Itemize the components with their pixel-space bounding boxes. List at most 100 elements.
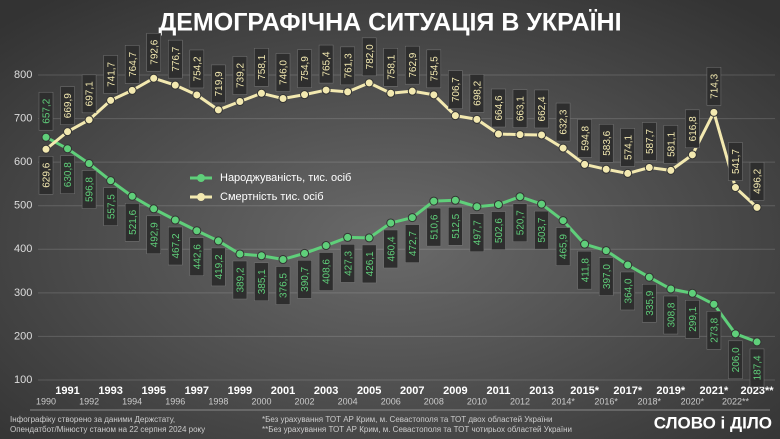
data-label: 581,1: [666, 131, 677, 156]
value-label: 758,1: [254, 48, 269, 87]
point: [41, 144, 51, 154]
x-tick-label: 2020*: [681, 396, 705, 406]
data-label: 662,4: [537, 96, 548, 121]
point: [580, 239, 590, 249]
label-box: [749, 348, 765, 388]
label-box: [38, 155, 54, 195]
data-label: 206,0: [731, 347, 742, 372]
label-box: [426, 207, 442, 247]
point: [343, 87, 353, 97]
x-tick-label: 1994: [122, 396, 142, 406]
data-label: 746,0: [279, 60, 290, 85]
y-tick-label: 500: [14, 200, 32, 212]
label-box: [663, 295, 679, 335]
label-box: [361, 244, 377, 284]
value-label: 758,1: [383, 48, 398, 87]
label-box: [189, 49, 205, 89]
data-label: 657,2: [42, 98, 53, 123]
logo: СЛОВО і ДІЛО: [654, 413, 772, 432]
point: [644, 163, 654, 173]
data-label: 467,2: [171, 233, 182, 258]
value-label: 187,4: [749, 348, 765, 388]
x-tick-label: 2002: [295, 396, 315, 406]
label-box: [383, 48, 398, 87]
value-label: 465,9: [555, 227, 571, 266]
x-tick-label: 2011: [487, 385, 511, 397]
value-label: 467,2: [168, 226, 183, 266]
legend-label: Народжуваність, тис. осіб: [220, 172, 351, 184]
point: [429, 90, 439, 100]
y-tick-label: 100: [14, 374, 32, 386]
value-label: 376,5: [275, 266, 291, 305]
y-tick-label: 400: [14, 243, 32, 255]
value-label: 792,6: [146, 32, 161, 72]
point: [601, 246, 611, 256]
label-box: [232, 260, 248, 300]
point: [278, 94, 288, 104]
value-label: 754,2: [189, 49, 205, 89]
point: [752, 337, 762, 347]
x-tick-label: 2001: [271, 385, 295, 397]
value-label: 503,7: [534, 210, 549, 250]
data-label: 465,9: [559, 234, 570, 259]
point: [63, 127, 73, 137]
data-label: 706,7: [451, 77, 462, 102]
x-tick-label: 1995: [141, 385, 165, 397]
label-box: [232, 56, 248, 95]
value-label: 497,7: [469, 213, 485, 252]
point: [515, 192, 525, 202]
label-box: [146, 215, 161, 255]
value-label: 739,2: [232, 56, 248, 95]
point: [730, 329, 740, 339]
source: Інфографіку створено за даними Держстату…: [10, 415, 175, 424]
value-label: 782,0: [361, 37, 377, 77]
y-tick-label: 800: [14, 69, 32, 81]
point: [364, 78, 374, 88]
x-tick-label: 2009: [443, 385, 467, 397]
data-label: 719,9: [214, 71, 225, 96]
point: [41, 132, 51, 142]
data-label: 389,2: [236, 267, 247, 292]
point: [601, 164, 611, 174]
value-label: 587,7: [642, 122, 657, 161]
x-tick-label: 2022**: [722, 396, 750, 406]
label-box: [598, 257, 614, 296]
data-label: 335,9: [645, 290, 656, 315]
point: [558, 216, 568, 226]
value-label: 335,9: [642, 283, 657, 323]
label-box: [103, 55, 118, 94]
point: [429, 196, 439, 206]
label-box: [469, 74, 485, 113]
data-label: 385,1: [257, 269, 268, 294]
x-tick-label: 2015*: [570, 385, 599, 397]
data-label: 758,1: [386, 54, 397, 79]
label-box: [297, 260, 312, 299]
value-label: 492,9: [146, 215, 161, 255]
value-label: 427,3: [340, 244, 355, 283]
x-tick-label: 1998: [208, 396, 228, 406]
x-tick-label: 1990: [36, 396, 56, 406]
x-tick-label: 2023**: [740, 385, 774, 397]
note: **Без урахування ТОТ АР Крим, м. Севасто…: [262, 425, 572, 434]
point: [623, 260, 633, 270]
value-label: 419,2: [211, 247, 226, 287]
label-box: [555, 102, 571, 142]
value-label: 657,2: [38, 91, 54, 131]
label-box: [81, 74, 97, 114]
label-box: [685, 299, 700, 339]
point: [450, 111, 460, 121]
y-tick-label: 600: [14, 156, 32, 168]
data-label: 764,7: [128, 51, 139, 76]
x-tick-label: 1991: [55, 385, 79, 397]
data-label: 503,7: [537, 217, 548, 242]
x-tick-label: 1992: [79, 396, 99, 406]
label-box: [620, 271, 635, 311]
x-tick-label: 2004: [338, 396, 358, 406]
data-label: 758,1: [257, 54, 268, 79]
label-box: [405, 224, 420, 263]
label-box: [60, 155, 75, 194]
label-box: [168, 39, 183, 79]
series-line: [45, 76, 759, 209]
label-box: [534, 210, 549, 250]
